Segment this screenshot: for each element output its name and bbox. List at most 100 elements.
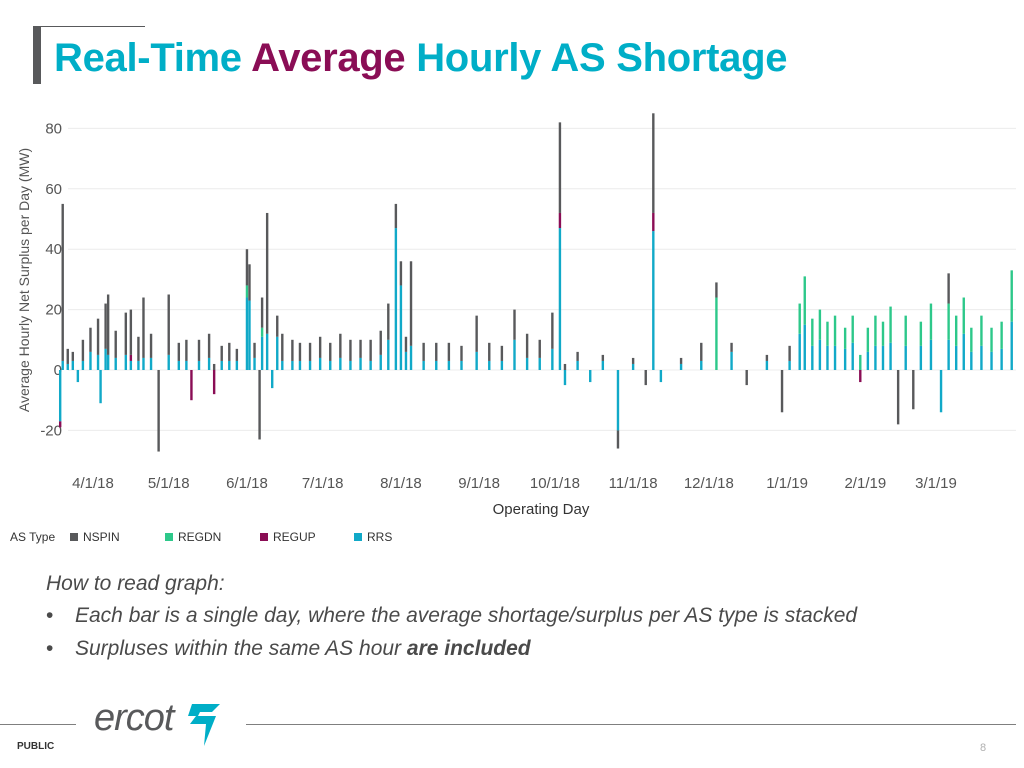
bar-rrs bbox=[124, 354, 128, 370]
bar-rrs bbox=[700, 360, 703, 370]
x-tick-label: 8/1/18 bbox=[380, 475, 422, 492]
bar-regup bbox=[859, 370, 862, 383]
bar-nspin bbox=[460, 345, 463, 361]
bar-nspin bbox=[896, 370, 900, 425]
y-tick-label: 0 bbox=[54, 362, 62, 379]
bar-rrs bbox=[76, 370, 80, 383]
bar-nspin bbox=[558, 122, 562, 213]
footer-rule-right bbox=[246, 724, 1016, 725]
bar-regdn bbox=[947, 303, 950, 340]
bar-nspin bbox=[525, 333, 529, 358]
bar-rrs bbox=[359, 357, 362, 370]
page-title: Real-Time Average Hourly AS Shortage bbox=[54, 36, 787, 81]
bar-nspin bbox=[387, 303, 390, 340]
bar-nspin bbox=[104, 303, 107, 349]
bar-rrs bbox=[947, 339, 950, 370]
bar-nspin bbox=[652, 113, 655, 213]
bar-regdn bbox=[826, 321, 829, 346]
bar-regdn bbox=[874, 315, 877, 346]
stacked-bar-chart: -20 0 20 40 60 80 4/1/18 5/1/18 6/1/18 7/1/18 8/1… bbox=[16, 113, 1016, 518]
x-tick-label: 12/1/18 bbox=[684, 475, 734, 492]
legend-swatch-regdn bbox=[165, 532, 173, 541]
bar-nspin bbox=[253, 342, 256, 358]
bar-nspin bbox=[276, 315, 279, 337]
bar-rrs bbox=[422, 360, 425, 370]
bar-rrs bbox=[281, 360, 284, 370]
bar-nspin bbox=[142, 297, 145, 358]
bar-regdn bbox=[833, 315, 837, 346]
x-tick-label: 10/1/18 bbox=[530, 475, 580, 492]
bar-rrs bbox=[970, 351, 973, 370]
title-part-2: Hourly AS Shortage bbox=[416, 36, 788, 80]
bar-rrs bbox=[248, 300, 251, 370]
bar-nspin bbox=[369, 339, 372, 361]
legend-label-rrs: RRS bbox=[367, 530, 393, 544]
bar-rrs bbox=[843, 348, 847, 370]
bar-rrs bbox=[904, 345, 907, 370]
bar-rrs bbox=[66, 363, 69, 370]
bar-rrs bbox=[137, 360, 140, 370]
footer-rule-left bbox=[0, 724, 76, 725]
bar-regdn bbox=[962, 297, 965, 334]
bar-rrs bbox=[114, 357, 117, 370]
bar-nspin bbox=[488, 342, 491, 361]
bar-rrs bbox=[730, 351, 733, 370]
bar-rrs bbox=[71, 360, 75, 370]
bar-regdn bbox=[798, 303, 801, 334]
bar-rrs bbox=[929, 339, 933, 370]
bar-rrs bbox=[399, 285, 403, 370]
bar-rrs bbox=[409, 345, 413, 370]
bar-rrs bbox=[96, 354, 100, 370]
chart-bars bbox=[58, 113, 1013, 452]
bar-rrs bbox=[129, 360, 133, 370]
bar-nspin bbox=[167, 294, 170, 355]
bar-rrs bbox=[291, 360, 294, 370]
bar-rrs bbox=[962, 333, 965, 370]
bar-nspin bbox=[137, 336, 140, 361]
bar-nspin bbox=[730, 342, 733, 352]
bar-nspin bbox=[228, 342, 231, 361]
bar-rrs bbox=[61, 360, 64, 370]
list-item: • Each bar is a single day, where the ave… bbox=[46, 604, 986, 628]
bar-nspin bbox=[185, 339, 188, 361]
bar-nspin bbox=[780, 370, 784, 413]
bar-nspin bbox=[435, 342, 438, 361]
bar-nspin bbox=[513, 309, 516, 340]
x-tick-label: 2/1/19 bbox=[844, 475, 886, 492]
bar-rrs bbox=[881, 345, 885, 370]
bar-nspin bbox=[89, 327, 92, 352]
bar-nspin bbox=[71, 351, 75, 361]
bar-regdn bbox=[851, 315, 854, 343]
bar-rrs bbox=[228, 360, 231, 370]
bar-regup bbox=[652, 212, 655, 232]
y-tick-label: 20 bbox=[45, 302, 62, 319]
bar-rrs bbox=[990, 351, 993, 370]
legend-item-nspin: NSPIN bbox=[70, 530, 120, 544]
bar-rrs bbox=[142, 357, 145, 370]
bar-rrs bbox=[874, 345, 877, 370]
bar-nspin bbox=[129, 309, 133, 355]
bar-nspin bbox=[700, 342, 703, 361]
bullet-glyph: • bbox=[46, 637, 54, 660]
bar-nspin bbox=[359, 339, 362, 358]
bar-regup bbox=[190, 370, 193, 401]
bar-nspin bbox=[475, 315, 478, 352]
bar-nspin bbox=[81, 339, 85, 361]
bar-regdn bbox=[715, 297, 718, 370]
bar-rrs bbox=[89, 351, 92, 370]
bar-regup bbox=[129, 354, 133, 361]
legend-item-regup: REGUP bbox=[260, 530, 316, 544]
bar-rrs bbox=[58, 370, 62, 422]
bar-regdn bbox=[818, 309, 822, 340]
bar-nspin bbox=[124, 312, 128, 355]
bar-rrs bbox=[253, 357, 256, 370]
bar-nspin bbox=[281, 333, 284, 361]
bar-nspin bbox=[745, 370, 748, 386]
classification-label: PUBLIC bbox=[17, 741, 55, 752]
bar-rrs bbox=[954, 345, 958, 370]
x-tick-label: 7/1/18 bbox=[302, 475, 344, 492]
bar-rrs bbox=[197, 360, 201, 370]
bar-rrs bbox=[265, 333, 269, 370]
legend-item-rrs: RRS bbox=[354, 530, 392, 544]
chart-x-axis-label: Operating Day bbox=[493, 501, 590, 518]
